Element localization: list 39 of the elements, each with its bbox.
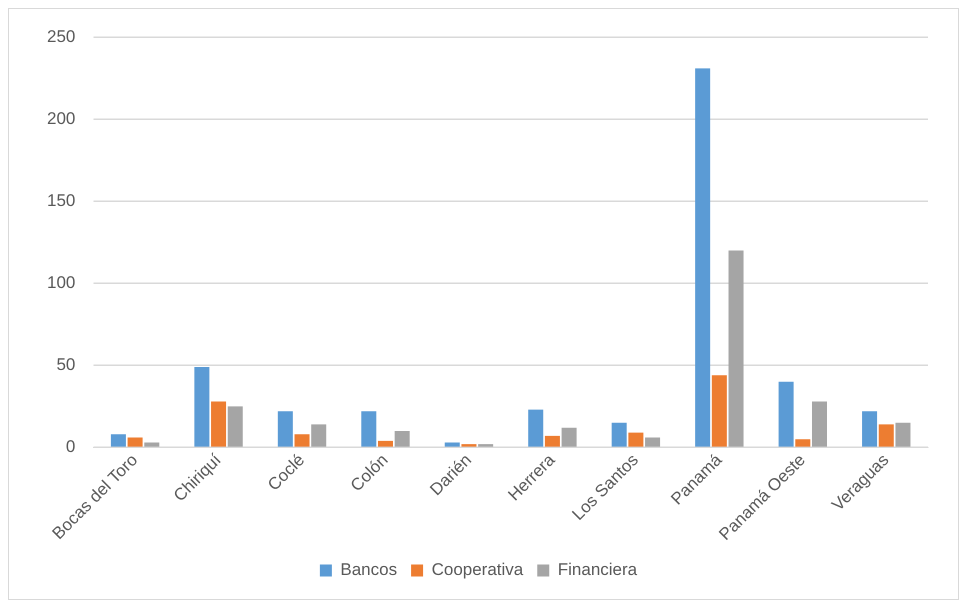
y-tick-label: 0 [66,437,76,456]
bar [194,366,210,447]
bar [862,411,878,447]
bar [278,411,293,447]
bar [795,439,810,447]
legend-label: Bancos [340,560,398,580]
bar [378,440,393,447]
bar [394,430,410,447]
bar [628,432,644,447]
bar [128,438,143,447]
bar [562,428,577,447]
bar [528,410,544,447]
legend-label: Financiera [558,560,638,580]
bar [211,401,226,447]
bar [878,424,894,447]
bar [728,250,744,447]
bar [895,422,910,447]
bar [712,375,727,447]
bar [778,382,794,447]
bar [612,422,627,447]
legend-label: Cooperativa [432,560,524,580]
bar [228,406,243,447]
bar [311,424,326,447]
bar [144,442,160,447]
bar [444,442,460,447]
y-tick-label: 150 [46,190,76,210]
bar [361,411,376,447]
bar [544,436,560,447]
bar [461,444,476,447]
y-tick-label: 200 [46,108,76,128]
bar [294,434,310,447]
y-tick-label: 250 [46,26,76,46]
bar [110,434,126,447]
bar [812,401,828,447]
bar [645,438,660,447]
bar [478,444,494,447]
y-tick-label: 50 [56,355,76,374]
y-tick-label: 100 [46,273,76,292]
bar [695,68,710,447]
